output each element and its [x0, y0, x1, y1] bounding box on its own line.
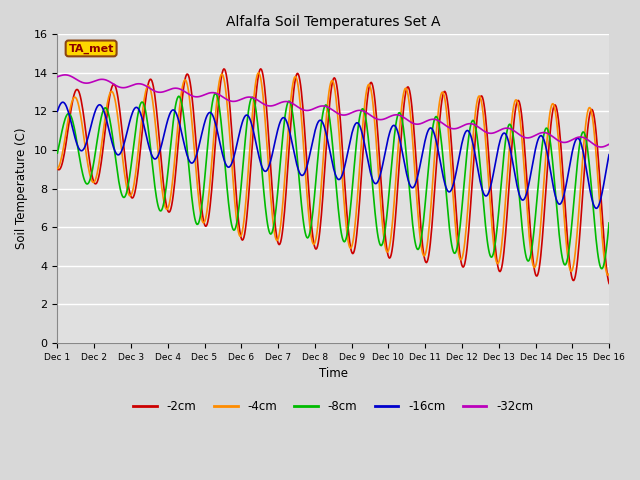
-4cm	[205, 187, 213, 193]
-32cm	[401, 115, 409, 121]
-16cm	[177, 127, 185, 132]
Title: Alfalfa Soil Temperatures Set A: Alfalfa Soil Temperatures Set A	[226, 15, 440, 29]
-4cm	[604, 272, 612, 278]
-8cm	[212, 90, 220, 96]
-32cm	[605, 141, 613, 147]
-2cm	[177, 118, 184, 123]
Text: TA_met: TA_met	[68, 43, 114, 54]
-4cm	[177, 99, 184, 105]
-32cm	[417, 120, 425, 126]
-4cm	[417, 242, 425, 248]
-8cm	[120, 194, 128, 200]
-32cm	[64, 72, 72, 78]
-8cm	[401, 138, 409, 144]
-2cm	[205, 210, 213, 216]
-16cm	[401, 163, 409, 169]
-2cm	[120, 148, 128, 154]
-4cm	[63, 121, 71, 127]
Y-axis label: Soil Temperature (C): Soil Temperature (C)	[15, 128, 28, 249]
X-axis label: Time: Time	[319, 367, 348, 380]
-2cm	[54, 166, 61, 171]
-16cm	[64, 108, 72, 114]
-16cm	[121, 138, 129, 144]
Line: -32cm: -32cm	[58, 75, 609, 147]
Line: -4cm: -4cm	[58, 73, 609, 275]
-16cm	[592, 205, 600, 211]
-16cm	[59, 99, 67, 105]
-2cm	[401, 94, 409, 100]
-16cm	[417, 157, 425, 163]
Line: -8cm: -8cm	[58, 93, 609, 269]
-4cm	[120, 168, 128, 174]
Line: -16cm: -16cm	[58, 102, 609, 208]
-32cm	[54, 74, 61, 80]
-4cm	[401, 86, 409, 92]
-4cm	[54, 166, 61, 171]
-8cm	[605, 220, 613, 226]
-4cm	[605, 271, 613, 277]
-32cm	[61, 72, 69, 78]
-8cm	[63, 111, 71, 117]
Legend: -2cm, -4cm, -8cm, -16cm, -32cm: -2cm, -4cm, -8cm, -16cm, -32cm	[129, 395, 538, 418]
-16cm	[54, 108, 61, 114]
-8cm	[205, 124, 213, 130]
-32cm	[121, 84, 129, 90]
-32cm	[206, 90, 214, 96]
-32cm	[177, 86, 185, 92]
-2cm	[63, 132, 71, 137]
Line: -2cm: -2cm	[58, 69, 609, 283]
-32cm	[596, 144, 604, 150]
-16cm	[206, 109, 214, 115]
-8cm	[598, 266, 605, 272]
-8cm	[54, 150, 61, 156]
-8cm	[417, 237, 425, 242]
-8cm	[177, 95, 184, 101]
-4cm	[255, 70, 262, 76]
-2cm	[417, 227, 425, 233]
-2cm	[605, 280, 613, 286]
-16cm	[605, 152, 613, 157]
-2cm	[257, 66, 264, 72]
